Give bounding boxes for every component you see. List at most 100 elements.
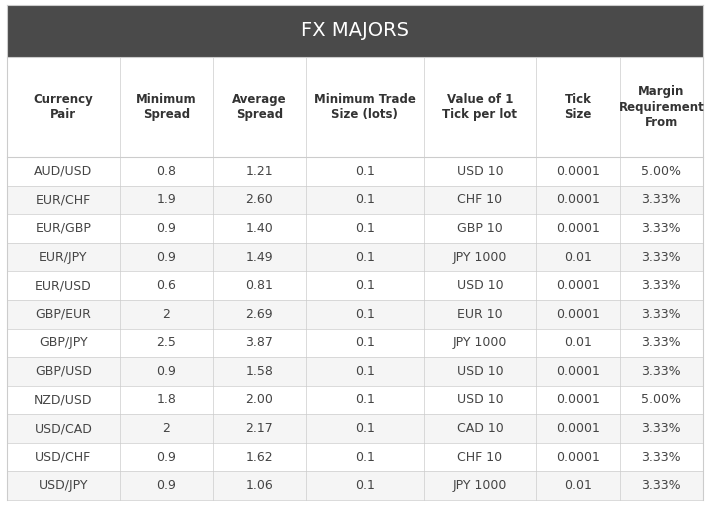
Text: 1.8: 1.8 bbox=[156, 393, 176, 407]
Text: 0.0001: 0.0001 bbox=[556, 365, 600, 378]
Text: 0.01: 0.01 bbox=[564, 479, 592, 492]
Text: JPY 1000: JPY 1000 bbox=[453, 479, 507, 492]
Text: 0.0001: 0.0001 bbox=[556, 422, 600, 435]
Text: 3.33%: 3.33% bbox=[642, 308, 681, 321]
Text: 0.0001: 0.0001 bbox=[556, 165, 600, 178]
Text: 0.6: 0.6 bbox=[156, 279, 176, 292]
Text: 0.81: 0.81 bbox=[246, 279, 273, 292]
Bar bbox=[7, 214, 703, 243]
Text: EUR/CHF: EUR/CHF bbox=[36, 193, 91, 207]
Bar bbox=[7, 328, 703, 357]
Bar bbox=[7, 300, 703, 328]
Text: CHF 10: CHF 10 bbox=[457, 450, 503, 464]
Text: 3.33%: 3.33% bbox=[642, 479, 681, 492]
Bar bbox=[7, 414, 703, 443]
Text: 2.17: 2.17 bbox=[246, 422, 273, 435]
Text: Margin
Requirement
From: Margin Requirement From bbox=[618, 85, 704, 128]
Text: EUR/JPY: EUR/JPY bbox=[39, 250, 87, 264]
Text: 0.1: 0.1 bbox=[355, 308, 375, 321]
Text: Minimum
Spread: Minimum Spread bbox=[136, 93, 197, 121]
Text: 3.33%: 3.33% bbox=[642, 193, 681, 207]
Text: 0.1: 0.1 bbox=[355, 279, 375, 292]
Text: JPY 1000: JPY 1000 bbox=[453, 336, 507, 349]
Text: 0.1: 0.1 bbox=[355, 422, 375, 435]
Text: USD 10: USD 10 bbox=[457, 165, 503, 178]
Text: 5.00%: 5.00% bbox=[641, 165, 682, 178]
Text: GBP/JPY: GBP/JPY bbox=[39, 336, 87, 349]
Bar bbox=[7, 5, 703, 57]
Text: 3.33%: 3.33% bbox=[642, 279, 681, 292]
Text: 0.0001: 0.0001 bbox=[556, 308, 600, 321]
Text: 5.00%: 5.00% bbox=[641, 393, 682, 407]
Text: USD 10: USD 10 bbox=[457, 393, 503, 407]
Text: 0.0001: 0.0001 bbox=[556, 279, 600, 292]
Text: 1.06: 1.06 bbox=[246, 479, 273, 492]
Bar bbox=[7, 157, 703, 185]
Bar bbox=[7, 57, 703, 157]
Text: Tick
Size: Tick Size bbox=[564, 93, 591, 121]
Text: Currency
Pair: Currency Pair bbox=[33, 93, 93, 121]
Text: USD/JPY: USD/JPY bbox=[38, 479, 88, 492]
Text: 2: 2 bbox=[163, 422, 170, 435]
Text: Minimum Trade
Size (lots): Minimum Trade Size (lots) bbox=[314, 93, 416, 121]
Text: FX MAJORS: FX MAJORS bbox=[301, 22, 409, 40]
Text: 0.1: 0.1 bbox=[355, 450, 375, 464]
Text: 0.1: 0.1 bbox=[355, 165, 375, 178]
Text: 2.5: 2.5 bbox=[156, 336, 176, 349]
Text: 1.62: 1.62 bbox=[246, 450, 273, 464]
Text: USD 10: USD 10 bbox=[457, 365, 503, 378]
Bar bbox=[7, 357, 703, 386]
Text: 3.33%: 3.33% bbox=[642, 365, 681, 378]
Text: 2.00: 2.00 bbox=[246, 393, 273, 407]
Text: 3.33%: 3.33% bbox=[642, 250, 681, 264]
Text: 0.0001: 0.0001 bbox=[556, 393, 600, 407]
Text: 0.1: 0.1 bbox=[355, 365, 375, 378]
Text: 0.9: 0.9 bbox=[156, 450, 176, 464]
Text: EUR 10: EUR 10 bbox=[457, 308, 503, 321]
Text: 0.0001: 0.0001 bbox=[556, 450, 600, 464]
Text: USD/CAD: USD/CAD bbox=[34, 422, 92, 435]
Text: 3.33%: 3.33% bbox=[642, 450, 681, 464]
Text: AUD/USD: AUD/USD bbox=[34, 165, 92, 178]
Text: 1.9: 1.9 bbox=[156, 193, 176, 207]
Text: GBP/EUR: GBP/EUR bbox=[36, 308, 92, 321]
Text: 0.1: 0.1 bbox=[355, 222, 375, 235]
Text: USD/CHF: USD/CHF bbox=[36, 450, 92, 464]
Bar bbox=[7, 471, 703, 500]
Text: CAD 10: CAD 10 bbox=[457, 422, 503, 435]
Text: 2.69: 2.69 bbox=[246, 308, 273, 321]
Text: EUR/GBP: EUR/GBP bbox=[36, 222, 92, 235]
Text: 0.01: 0.01 bbox=[564, 336, 592, 349]
Bar bbox=[7, 386, 703, 414]
Text: 0.1: 0.1 bbox=[355, 479, 375, 492]
Bar bbox=[7, 185, 703, 214]
Text: NZD/USD: NZD/USD bbox=[34, 393, 92, 407]
Text: 0.1: 0.1 bbox=[355, 193, 375, 207]
Text: 0.1: 0.1 bbox=[355, 336, 375, 349]
Bar bbox=[7, 243, 703, 271]
Text: EUR/USD: EUR/USD bbox=[35, 279, 92, 292]
Text: 0.9: 0.9 bbox=[156, 222, 176, 235]
Text: 3.33%: 3.33% bbox=[642, 336, 681, 349]
Text: Value of 1
Tick per lot: Value of 1 Tick per lot bbox=[442, 93, 518, 121]
Text: 0.9: 0.9 bbox=[156, 250, 176, 264]
Text: 1.21: 1.21 bbox=[246, 165, 273, 178]
Bar bbox=[7, 271, 703, 300]
Text: 1.49: 1.49 bbox=[246, 250, 273, 264]
Text: 2.60: 2.60 bbox=[246, 193, 273, 207]
Text: 2: 2 bbox=[163, 308, 170, 321]
Text: 3.33%: 3.33% bbox=[642, 222, 681, 235]
Text: 0.9: 0.9 bbox=[156, 365, 176, 378]
Text: Average
Spread: Average Spread bbox=[232, 93, 287, 121]
Text: USD 10: USD 10 bbox=[457, 279, 503, 292]
Text: 0.8: 0.8 bbox=[156, 165, 176, 178]
Text: 0.0001: 0.0001 bbox=[556, 222, 600, 235]
Text: JPY 1000: JPY 1000 bbox=[453, 250, 507, 264]
Text: GBP/USD: GBP/USD bbox=[35, 365, 92, 378]
Text: 0.01: 0.01 bbox=[564, 250, 592, 264]
Text: 0.9: 0.9 bbox=[156, 479, 176, 492]
Text: 3.87: 3.87 bbox=[246, 336, 273, 349]
Text: 1.40: 1.40 bbox=[246, 222, 273, 235]
Text: GBP 10: GBP 10 bbox=[457, 222, 503, 235]
Text: 0.0001: 0.0001 bbox=[556, 193, 600, 207]
